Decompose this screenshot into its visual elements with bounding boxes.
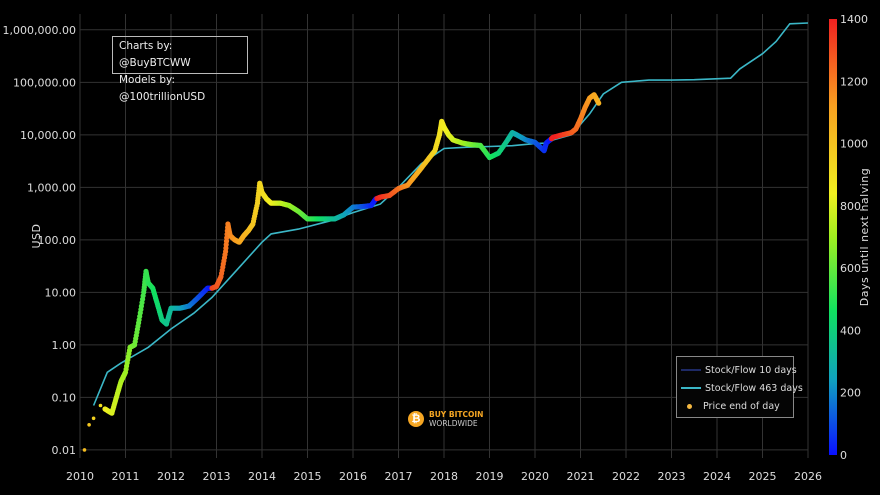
- y-tick-label: 1.00: [52, 339, 77, 352]
- y-tick-label: 1,000.00: [27, 181, 76, 194]
- legend-item-sf463: Stock/Flow 463 days: [681, 381, 803, 395]
- series: [82, 22, 809, 452]
- price-point: [98, 403, 103, 408]
- x-tick-label: 2021: [567, 470, 595, 483]
- x-tick-label: 2016: [339, 470, 367, 483]
- y-axis-title: USD: [30, 223, 43, 248]
- x-tick-label: 2025: [749, 470, 777, 483]
- gridlines: [79, 14, 809, 458]
- legend-label-sf10: Stock/Flow 10 days: [705, 364, 797, 376]
- legend-swatch-sf10: [681, 369, 701, 371]
- x-tick-label: 2014: [248, 470, 276, 483]
- x-tick-label: 2022: [612, 470, 640, 483]
- x-tick-label: 2017: [385, 470, 413, 483]
- x-tick-label: 2013: [203, 470, 231, 483]
- x-tick-label: 2010: [66, 470, 94, 483]
- price-point: [91, 416, 96, 421]
- x-tick-label: 2026: [794, 470, 822, 483]
- legend-dot-price: [687, 403, 692, 409]
- x-tick-label: 2011: [112, 470, 140, 483]
- x-tick-label: 2019: [476, 470, 504, 483]
- colorbar-tick-label: 200: [840, 387, 861, 400]
- credits-box: Charts by: @BuyBTCWW Models by: @100tril…: [112, 36, 248, 103]
- colorbar-tick-label: 400: [840, 324, 861, 337]
- legend-label-sf463: Stock/Flow 463 days: [705, 382, 803, 394]
- colorbar-gradient: [829, 19, 837, 455]
- colorbar-tick-label: 0: [840, 449, 847, 462]
- credits-line-models: Models by: @100trillionUSD: [119, 74, 206, 103]
- y-tick-label: 10.00: [45, 286, 77, 299]
- x-tick-label: 2018: [430, 470, 458, 483]
- colorbar-tick-label: 1400: [840, 13, 868, 26]
- price-point: [82, 448, 87, 452]
- credits-line-charts: Charts by: @BuyBTCWW: [119, 40, 191, 69]
- y-tick-label: 1,000,000.00: [3, 24, 76, 37]
- x-tick-label: 2020: [521, 470, 549, 483]
- x-tick-label: 2024: [703, 470, 731, 483]
- y-tick-label: 10,000.00: [20, 129, 76, 142]
- colorbar-title: Days until next halving: [858, 168, 871, 306]
- chart-legend: Stock/Flow 10 days Stock/Flow 463 days P…: [676, 356, 803, 418]
- legend-swatch-sf463: [681, 387, 701, 389]
- colorbar-tick-label: 600: [840, 262, 861, 275]
- y-tick-label: 100.00: [38, 234, 77, 247]
- x-tick-label: 2023: [658, 470, 686, 483]
- legend-label-price: Price end of day: [703, 400, 780, 412]
- colorbar-tick-label: 1000: [840, 138, 868, 151]
- bitcoin-coin-icon: ₿: [408, 411, 424, 427]
- colorbar: 0 200 400 600 800 1000 1200 1400 Days until next…: [829, 13, 871, 462]
- y-tick-label: 0.10: [52, 391, 77, 404]
- y-tick-label: 100,000.00: [13, 76, 76, 89]
- price-point: [596, 100, 602, 106]
- colorbar-tick-label: 800: [840, 200, 861, 213]
- legend-item-price: Price end of day: [681, 399, 780, 413]
- series-line-stock-flow-463: [92, 22, 809, 406]
- x-tick-label: 2015: [294, 470, 322, 483]
- axes: 2010 2011 2012 2013 2014 2015 2016 2017 2018 2019…: [3, 24, 822, 483]
- x-tick-label: 2012: [157, 470, 185, 483]
- colorbar-tick-label: 1200: [840, 75, 868, 88]
- buy-bitcoin-worldwide-logo: ₿ BUY BITCOIN WORLDWIDE: [408, 410, 483, 428]
- y-tick-label: 0.01: [52, 444, 77, 457]
- legend-item-sf10: Stock/Flow 10 days: [681, 363, 797, 377]
- price-point: [87, 423, 91, 427]
- logo-wordmark: BUY BITCOIN WORLDWIDE: [429, 410, 484, 428]
